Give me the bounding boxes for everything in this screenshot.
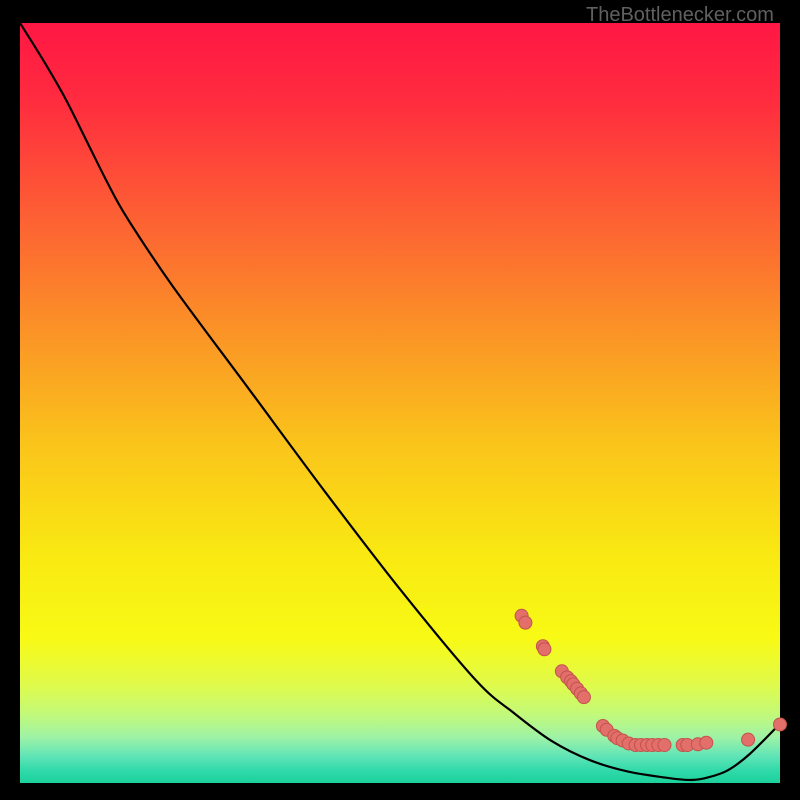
marker-point (774, 718, 787, 731)
bottleneck-chart (0, 0, 800, 800)
chart-background (20, 23, 780, 783)
marker-point (700, 736, 713, 749)
marker-point (519, 616, 532, 629)
marker-point (538, 643, 551, 656)
marker-point (577, 691, 590, 704)
marker-point (658, 739, 671, 752)
marker-point (742, 733, 755, 746)
